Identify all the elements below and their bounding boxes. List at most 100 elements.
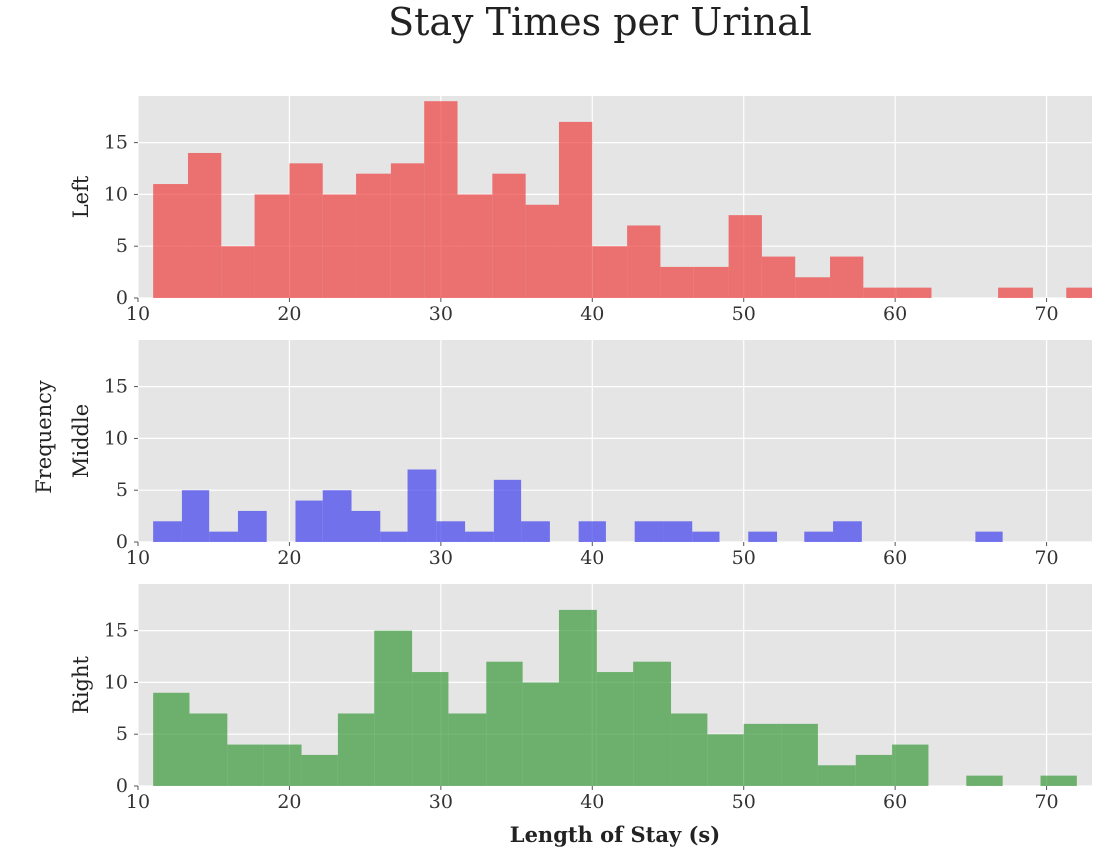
histogram-bar (465, 531, 494, 542)
histogram-bar (301, 754, 338, 786)
histogram-bar (855, 754, 893, 786)
y-tick-label: 10 (104, 671, 128, 693)
histogram-bar (795, 277, 831, 298)
histogram-bar (486, 661, 523, 786)
plot-background (138, 340, 1092, 542)
histogram-bar (492, 173, 526, 298)
x-axis-label: Length of Stay (s) (510, 822, 720, 847)
x-tick-label: 40 (580, 791, 604, 813)
histogram-bar (436, 521, 466, 542)
panel-y-label: Middle (69, 404, 93, 478)
x-tick-label: 30 (429, 303, 453, 325)
histogram-bar (227, 744, 264, 786)
histogram-bar (707, 734, 744, 786)
x-tick-label: 20 (277, 303, 301, 325)
y-tick-label: 10 (104, 183, 128, 205)
x-tick-label: 60 (883, 303, 907, 325)
histogram-bar (457, 194, 493, 298)
histogram-bar (263, 744, 302, 786)
histogram-bar (896, 287, 932, 298)
histogram-bar (289, 163, 323, 298)
histogram-bar (390, 163, 425, 298)
histogram-bar (781, 723, 818, 786)
x-tick-label: 50 (732, 303, 756, 325)
histogram-bar (407, 469, 437, 542)
histogram-bar (830, 256, 864, 298)
x-tick-label: 30 (429, 791, 453, 813)
x-tick-label: 20 (277, 791, 301, 813)
histogram-bar (998, 287, 1033, 298)
x-tick-label: 60 (883, 791, 907, 813)
histogram-bar (337, 713, 375, 786)
histogram-bar (181, 490, 210, 542)
histogram-bar (412, 672, 449, 786)
panel-left: 10 20 30 40 50 60 70 0 5 10 15 Left (69, 96, 1092, 325)
histogram-bar (189, 713, 228, 786)
y-tick-label: 15 (104, 376, 128, 398)
x-tick-label: 70 (1034, 791, 1058, 813)
histogram-bar (558, 121, 593, 299)
x-tick-label: 10 (126, 547, 150, 569)
x-tick-label: 20 (277, 547, 301, 569)
histogram-bar (748, 531, 778, 542)
histogram-bar (525, 204, 559, 298)
histogram-bar (761, 256, 796, 298)
histogram-bar (187, 152, 222, 298)
x-tick-label: 10 (126, 303, 150, 325)
histogram-bar (237, 510, 267, 542)
histogram-bar (221, 246, 255, 298)
histogram-bar (322, 194, 357, 298)
y-tick-label: 0 (116, 775, 128, 797)
histogram-bar (153, 184, 188, 298)
histogram-bar (578, 521, 606, 542)
histogram-bar (596, 672, 634, 786)
histogram-bar (153, 692, 190, 786)
x-tick-label: 50 (732, 791, 756, 813)
x-tick-label: 60 (883, 547, 907, 569)
panel-y-label: Left (69, 175, 93, 218)
histogram-bar (663, 521, 693, 542)
x-tick-label: 70 (1034, 303, 1058, 325)
histogram-bar (804, 531, 834, 542)
histogram-bar (660, 266, 694, 298)
histogram-bar (975, 531, 1003, 542)
histogram-bar (374, 630, 413, 786)
histogram-bar (558, 609, 597, 786)
histogram-bar (592, 246, 628, 298)
histogram-bar (448, 713, 487, 786)
histogram-bar (351, 510, 381, 542)
histogram-bar (1040, 775, 1077, 786)
histogram-bar (728, 215, 762, 298)
histogram-bar (693, 266, 729, 298)
histogram-bar (671, 713, 708, 786)
y-tick-label: 5 (116, 235, 128, 257)
histogram-bar (627, 225, 661, 298)
y-tick-label: 0 (116, 531, 128, 553)
histogram-bar (892, 744, 929, 786)
panel-middle: 10 20 30 40 50 60 70 0 5 10 15 Middle (69, 340, 1092, 569)
x-tick-label: 30 (429, 547, 453, 569)
y-tick-label: 15 (104, 132, 128, 154)
y-tick-label: 5 (116, 479, 128, 501)
x-tick-label: 10 (126, 791, 150, 813)
histogram-bar (833, 521, 862, 542)
histogram-bar (692, 531, 720, 542)
histogram-bar (521, 521, 550, 542)
histogram-bar (295, 500, 323, 542)
panel-right: 10 20 30 40 50 60 70 0 5 10 15 Right (69, 584, 1092, 813)
panel-y-label: Right (69, 655, 93, 713)
histogram-bar (633, 661, 672, 786)
x-tick-label: 70 (1034, 547, 1058, 569)
histogram-bar (522, 682, 559, 786)
histogram-bar (153, 521, 182, 542)
x-tick-label: 50 (732, 547, 756, 569)
y-tick-label: 0 (116, 287, 128, 309)
histogram-bar (209, 531, 238, 542)
y-tick-label: 15 (104, 620, 128, 642)
histogram-bar (817, 765, 856, 786)
histogram-bar (380, 531, 408, 542)
histogram-bar (743, 723, 782, 786)
histogram-bar (424, 101, 458, 298)
histogram-bar (322, 490, 352, 542)
